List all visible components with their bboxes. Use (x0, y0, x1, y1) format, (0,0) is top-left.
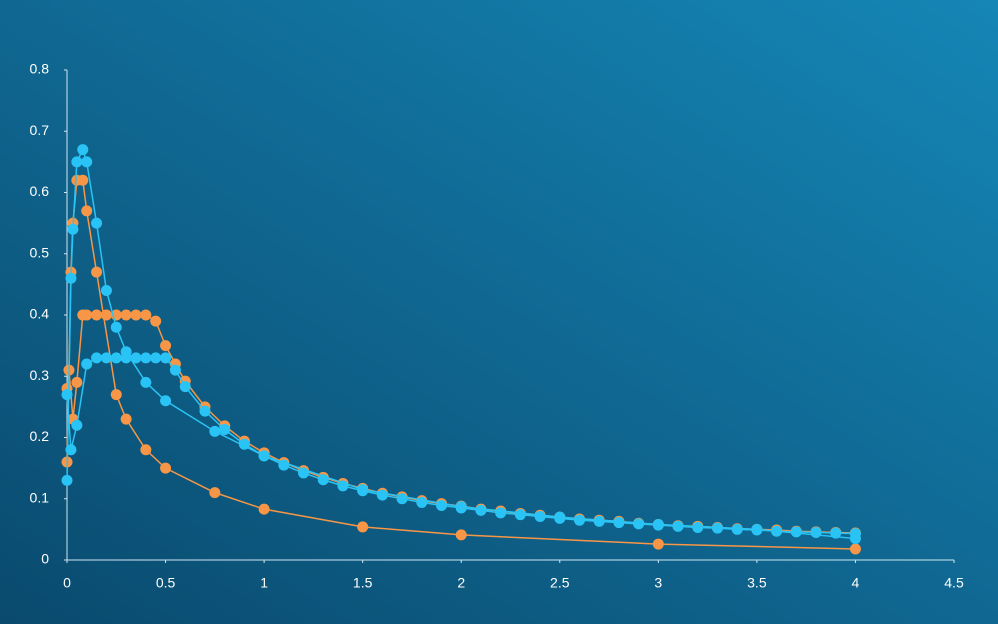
point (61, 389, 73, 401)
point (120, 309, 132, 321)
x-tick-label: 3.5 (747, 575, 767, 591)
x-tick-label: 1 (260, 575, 268, 591)
point (77, 144, 89, 156)
point (160, 352, 172, 364)
point (495, 507, 507, 519)
point (81, 309, 93, 321)
point (130, 352, 142, 364)
point (130, 309, 142, 321)
point (455, 501, 467, 513)
point (110, 352, 122, 364)
point (81, 358, 93, 370)
point (169, 364, 181, 376)
point (91, 352, 103, 364)
point (140, 352, 152, 364)
point (110, 389, 122, 401)
point (71, 156, 83, 168)
point (475, 504, 487, 516)
y-tick-label: 0.6 (30, 183, 50, 199)
point (652, 538, 664, 550)
point (160, 395, 172, 407)
point (61, 474, 73, 486)
point (140, 376, 152, 388)
point (219, 424, 231, 436)
point (534, 511, 546, 523)
point (150, 352, 162, 364)
point (258, 503, 270, 515)
point (514, 509, 526, 521)
point (209, 425, 221, 437)
y-tick-label: 0.7 (30, 122, 50, 138)
point (751, 523, 763, 535)
y-tick-label: 0.4 (30, 306, 50, 322)
x-tick-label: 3 (654, 575, 662, 591)
point (209, 487, 221, 499)
point (179, 381, 191, 393)
point (160, 340, 172, 352)
point (110, 321, 122, 333)
point (81, 205, 93, 217)
point (199, 405, 211, 417)
point (554, 511, 566, 523)
point (160, 462, 172, 474)
y-tick-label: 0.1 (30, 489, 50, 505)
point (692, 522, 704, 534)
y-tick-label: 0.3 (30, 367, 50, 383)
point (91, 266, 103, 278)
point (100, 285, 112, 296)
point (91, 217, 103, 229)
point (652, 518, 664, 530)
point (790, 526, 802, 538)
point (67, 223, 79, 235)
point (357, 521, 369, 533)
point (455, 529, 467, 541)
point (71, 376, 83, 388)
point (593, 515, 605, 527)
point (258, 450, 270, 462)
point (731, 523, 743, 535)
point (140, 309, 152, 321)
x-tick-label: 0 (63, 575, 71, 591)
point (91, 309, 103, 321)
point (849, 533, 861, 545)
x-tick-label: 1.5 (353, 575, 373, 591)
x-tick-label: 4.5 (944, 575, 964, 591)
point (376, 489, 388, 501)
point (672, 520, 684, 532)
x-tick-label: 2 (457, 575, 465, 591)
y-tick-label: 0.8 (30, 61, 50, 77)
point (140, 444, 152, 456)
point (120, 346, 132, 358)
point (613, 517, 625, 529)
point (150, 315, 162, 327)
point (633, 518, 645, 530)
point (100, 309, 112, 321)
point (71, 419, 83, 431)
point (436, 499, 448, 511)
x-tick-label: 0.5 (156, 575, 176, 591)
y-tick-label: 0.5 (30, 244, 50, 260)
y-tick-label: 0.2 (30, 428, 50, 444)
x-tick-label: 4 (852, 575, 860, 591)
x-tick-label: 2.5 (550, 575, 570, 591)
point (396, 493, 408, 505)
y-tick-label: 0 (41, 551, 49, 567)
point (849, 543, 861, 555)
point (810, 526, 822, 538)
point (120, 413, 132, 425)
point (100, 352, 112, 364)
point (65, 272, 77, 284)
point (573, 514, 585, 526)
point (77, 174, 89, 186)
point (81, 156, 93, 168)
point (357, 484, 369, 496)
